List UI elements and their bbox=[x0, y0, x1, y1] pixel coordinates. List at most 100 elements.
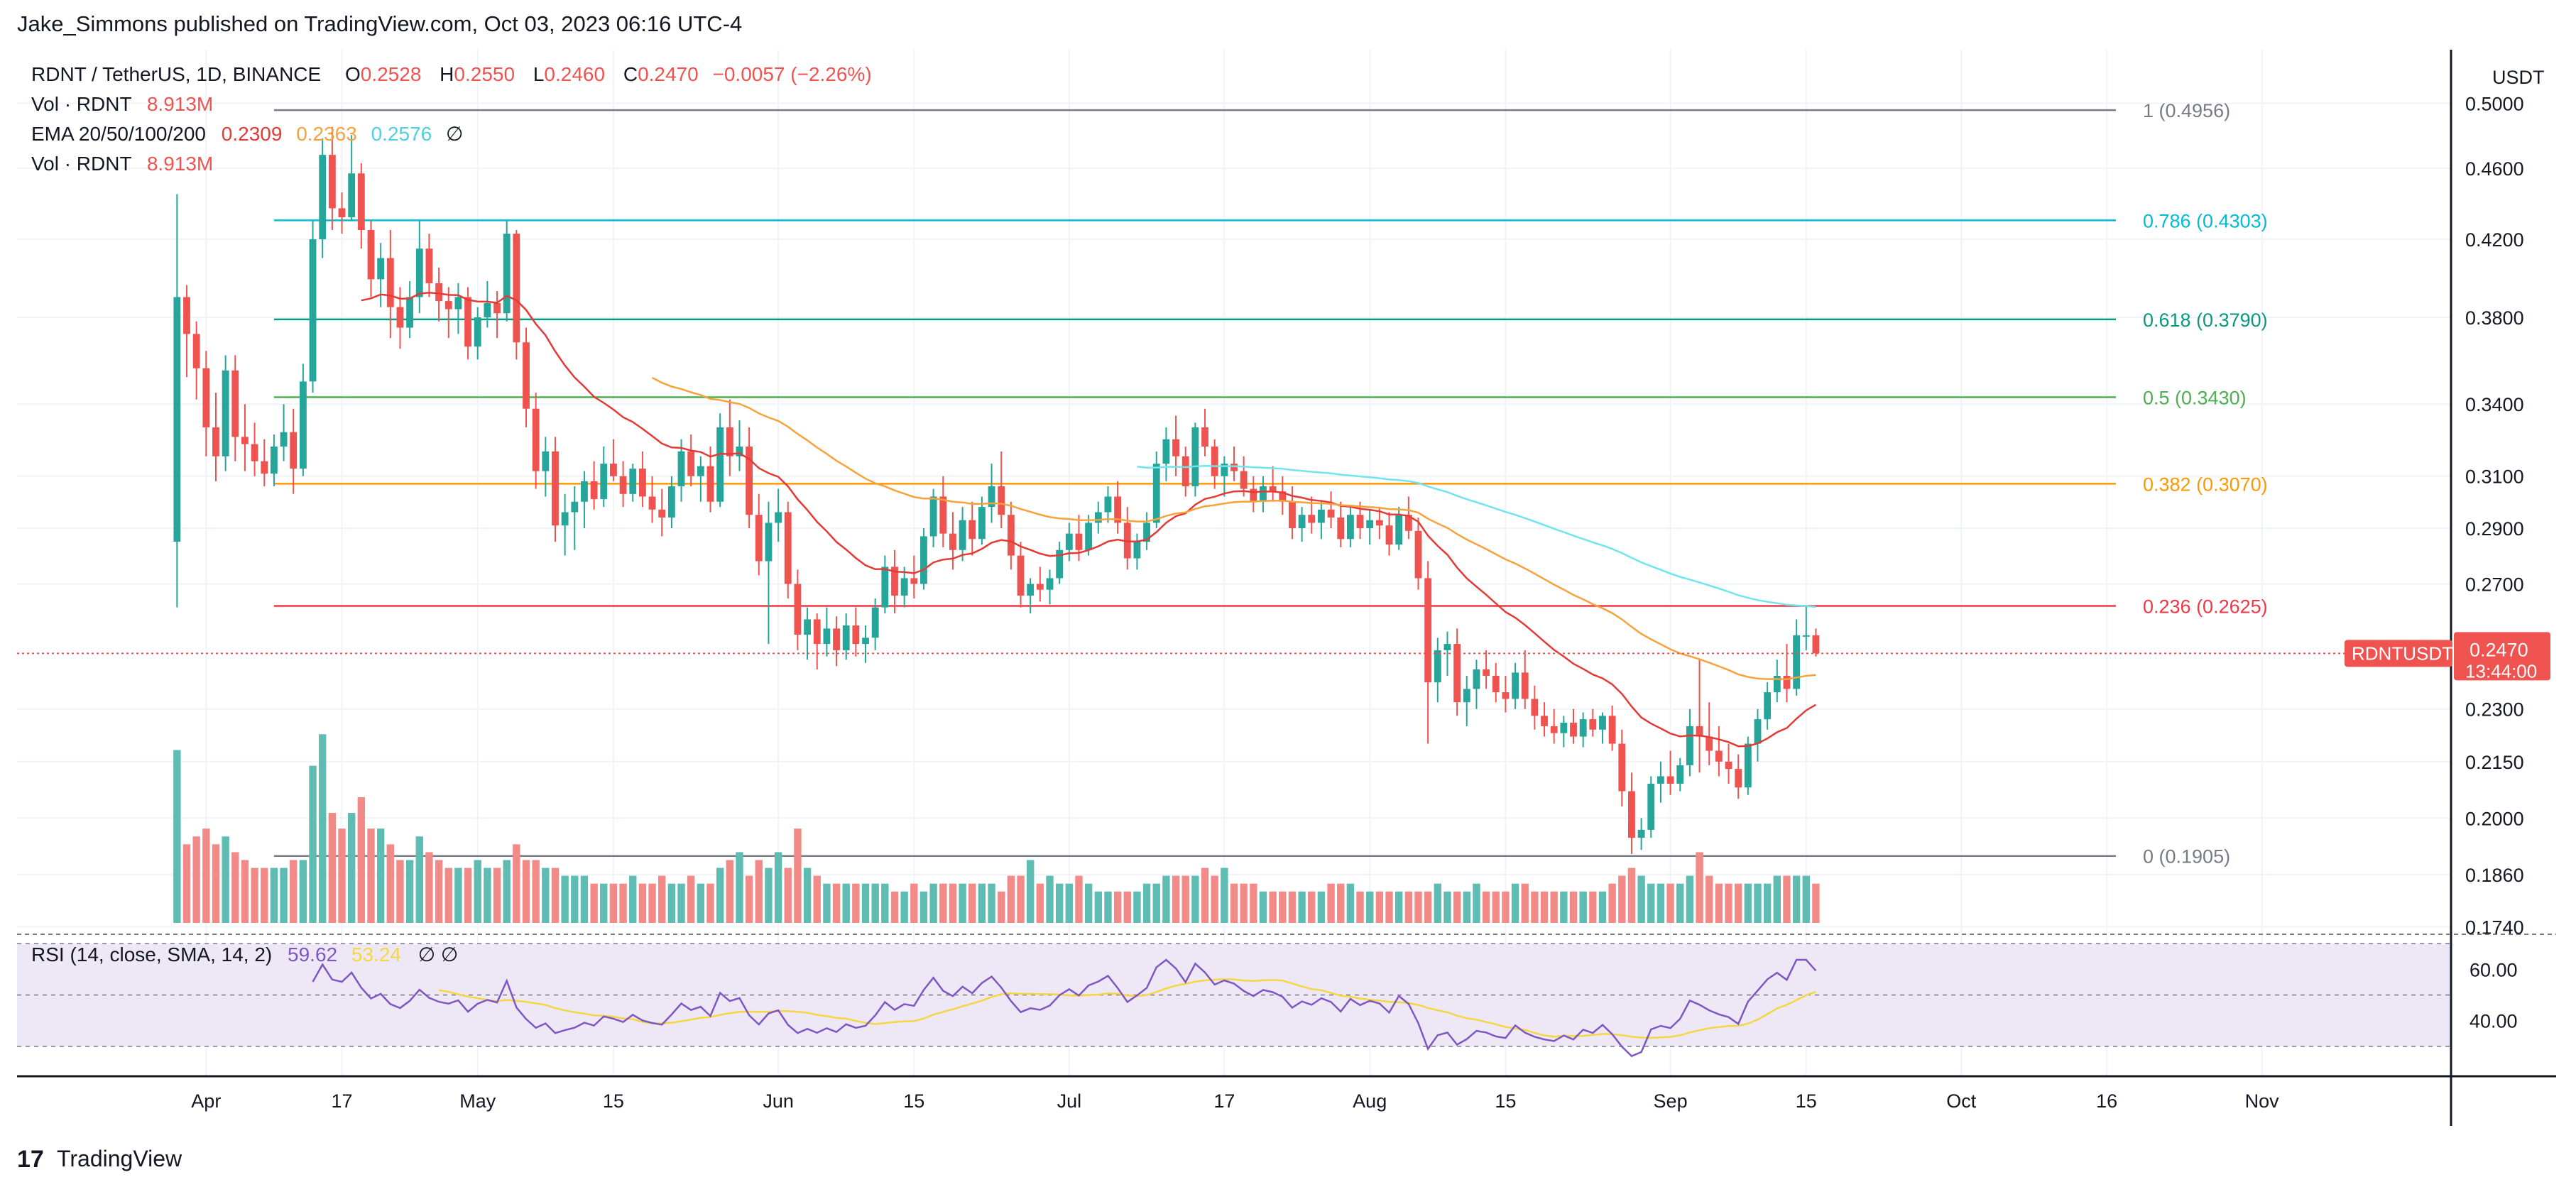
volume-bar bbox=[522, 860, 530, 923]
volume-bar bbox=[1142, 883, 1151, 923]
volume-bar bbox=[1152, 883, 1160, 923]
volume-bar bbox=[1250, 883, 1257, 923]
ema100-line bbox=[1137, 465, 1816, 608]
volume-bar bbox=[261, 868, 268, 923]
volume-bar bbox=[726, 860, 734, 923]
candle-body bbox=[804, 619, 811, 635]
volume-bar bbox=[347, 813, 356, 923]
volume-bar bbox=[551, 868, 560, 923]
candle-body bbox=[1628, 791, 1635, 838]
candle-body bbox=[251, 444, 258, 461]
candle-body bbox=[1492, 675, 1500, 693]
candle-body bbox=[929, 496, 937, 537]
price-tick-label: 0.3800 bbox=[2465, 307, 2524, 329]
volume-bar bbox=[1608, 883, 1616, 923]
candle-body bbox=[881, 567, 889, 608]
currency-label[interactable]: USDT bbox=[2492, 67, 2545, 88]
volume-bar bbox=[861, 883, 870, 923]
candle-body bbox=[1802, 635, 1810, 637]
candle-body bbox=[415, 248, 423, 297]
volume-bar bbox=[1104, 891, 1112, 923]
candle-body bbox=[396, 307, 404, 328]
candle-body bbox=[1191, 427, 1199, 486]
fib-level-label: 0.382 (0.3070) bbox=[2143, 474, 2268, 495]
publisher-line: Jake_Simmons published on TradingView.co… bbox=[17, 11, 742, 36]
candle-body bbox=[697, 466, 704, 476]
rsi-hidden-icons[interactable]: ∅ ∅ bbox=[418, 943, 459, 966]
price-tick-label: 0.2150 bbox=[2465, 752, 2524, 773]
candle-body bbox=[271, 446, 278, 474]
candle-body bbox=[1618, 743, 1626, 792]
volume-bar bbox=[1531, 891, 1539, 923]
candle-body bbox=[968, 520, 976, 540]
time-tick-label: Apr bbox=[191, 1090, 221, 1112]
candle-body bbox=[1666, 776, 1674, 784]
candle-body bbox=[1676, 765, 1684, 784]
volume-bar bbox=[435, 860, 443, 923]
volume-bar bbox=[648, 883, 656, 923]
tradingview-logo[interactable]: 17 TradingView bbox=[17, 1146, 182, 1173]
volume-bar bbox=[376, 828, 385, 923]
tradingview-logo-mark: 17 bbox=[17, 1146, 44, 1173]
volume-bar bbox=[1327, 883, 1335, 923]
volume-bar bbox=[1211, 875, 1218, 923]
candle-body bbox=[357, 173, 365, 231]
candle-body bbox=[1637, 829, 1645, 838]
candle-body bbox=[852, 625, 860, 645]
volume-bar bbox=[910, 883, 918, 923]
fib-level-label: 0.236 (0.2625) bbox=[2143, 596, 2268, 617]
volume-bar bbox=[1511, 883, 1519, 923]
candle-body bbox=[1521, 672, 1529, 699]
svg-text:Vol · RDNT 8.913M: Vol · RDNT 8.913M bbox=[31, 93, 213, 115]
volume-bar bbox=[1434, 883, 1441, 923]
candle-body bbox=[1715, 750, 1723, 762]
candle-body bbox=[1812, 635, 1820, 654]
price-tick-label: 0.3400 bbox=[2465, 394, 2524, 415]
volume-bar bbox=[425, 852, 433, 923]
candle-body bbox=[949, 533, 956, 550]
candle-body bbox=[454, 297, 462, 310]
candle-body bbox=[299, 381, 307, 469]
volume-bar bbox=[464, 868, 472, 923]
volume-bar bbox=[328, 813, 337, 923]
ema-label: EMA 20/50/100/200 bbox=[31, 123, 206, 145]
volume-bar bbox=[1521, 883, 1529, 923]
ema50-line bbox=[652, 376, 1816, 681]
volume-bar bbox=[444, 868, 452, 923]
volume-bar bbox=[1744, 883, 1752, 923]
volume-bar bbox=[1404, 891, 1413, 923]
candle-body bbox=[1211, 446, 1218, 476]
volume-bar bbox=[319, 734, 327, 923]
volume-bar bbox=[1502, 891, 1510, 923]
volume-bar bbox=[231, 852, 239, 923]
candle-body bbox=[444, 301, 452, 310]
candle-body bbox=[1279, 491, 1287, 502]
volume-bar bbox=[580, 875, 589, 923]
volume-bar bbox=[1686, 875, 1694, 923]
time-tick-label: Aug bbox=[1353, 1090, 1387, 1112]
candle-body bbox=[231, 370, 239, 437]
time-tick-label: 15 bbox=[903, 1090, 924, 1112]
volume-bar bbox=[1589, 891, 1597, 923]
volume-bar bbox=[939, 883, 947, 923]
volume-bar bbox=[1084, 883, 1093, 923]
candle-body bbox=[319, 155, 327, 240]
volume-bar bbox=[513, 844, 520, 923]
candle-body bbox=[1172, 439, 1179, 456]
volume-bar bbox=[1123, 891, 1131, 923]
volume-bar bbox=[1647, 883, 1655, 923]
symbol-tag-text: RDNTUSDT bbox=[2352, 642, 2453, 664]
volume-bar bbox=[1424, 891, 1432, 923]
volume-bar bbox=[1298, 891, 1306, 923]
hidden-ema-icon[interactable]: ∅ bbox=[446, 123, 463, 145]
candle-body bbox=[1143, 523, 1151, 542]
volume-bar bbox=[1308, 891, 1316, 923]
candle-body bbox=[338, 208, 346, 218]
candle-body bbox=[222, 370, 229, 456]
volume-bar bbox=[852, 883, 860, 923]
volume-bar bbox=[1812, 883, 1820, 923]
candle-body bbox=[746, 446, 753, 515]
candle-body bbox=[1221, 464, 1228, 476]
volume-bar bbox=[1637, 875, 1645, 923]
